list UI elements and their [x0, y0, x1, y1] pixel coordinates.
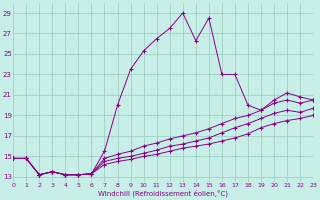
- X-axis label: Windchill (Refroidissement éolien,°C): Windchill (Refroidissement éolien,°C): [98, 190, 228, 197]
